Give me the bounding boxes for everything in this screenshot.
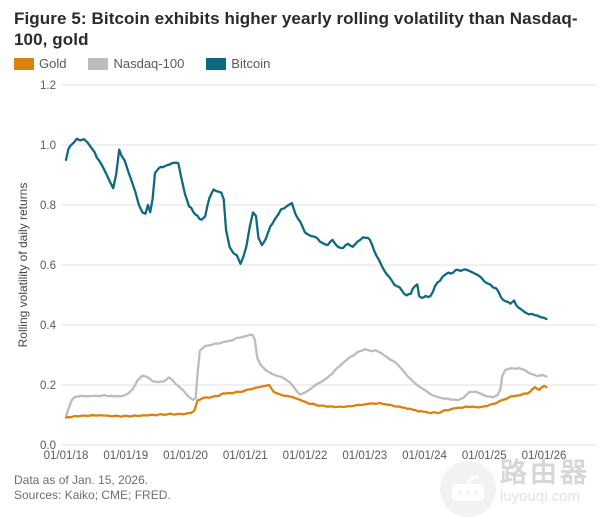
data-as-of-note: Data as of Jan. 15, 2026. — [14, 473, 149, 487]
router-icon — [452, 475, 484, 501]
bitcoin-swatch-icon — [206, 57, 227, 70]
series-line-gold — [64, 383, 548, 419]
x-tick-label: 01/01/21 — [223, 450, 268, 462]
y-axis-title: Rolling volatility of daily returns — [16, 183, 30, 348]
chart-legend: Gold Nasdaq-100 Bitcoin — [14, 56, 292, 71]
x-tick-label: 01/01/19 — [103, 450, 148, 462]
x-tick-label: 01/01/18 — [44, 450, 89, 462]
sources-note: Sources: Kaiko; CME; FRED. — [14, 488, 171, 502]
x-tick-label: 01/01/22 — [283, 450, 328, 462]
series-lines — [64, 137, 548, 419]
legend-item-nasdaq: Nasdaq-100 — [88, 56, 184, 71]
watermark: 路由器 luyouqi.com — [440, 447, 590, 517]
gold-swatch-icon — [14, 57, 34, 70]
router-logo-icon — [440, 461, 496, 517]
y-tick-label: 0.6 — [40, 260, 56, 272]
series-line-nasdaq-100 — [64, 333, 548, 418]
legend-label: Bitcoin — [231, 56, 271, 71]
legend-item-gold: Gold — [14, 56, 66, 71]
y-tick-label: 0.2 — [40, 380, 56, 392]
x-tick-label: 01/01/26 — [522, 450, 567, 462]
y-tick-label: 0.4 — [40, 320, 57, 332]
y-tick-label: 0.0 — [40, 440, 56, 452]
chart-footnote: Data as of Jan. 15, 2026. Sources: Kaiko… — [14, 473, 171, 503]
legend-label: Nasdaq-100 — [113, 56, 185, 71]
x-tick-label: 01/01/25 — [462, 450, 507, 462]
x-tick-labels: 01/01/18 01/01/19 01/01/20 01/01/21 01/01/22… — [44, 450, 567, 462]
legend-label: Gold — [39, 56, 67, 71]
watermark-domain: luyouqi.com — [500, 488, 581, 505]
figure-title: Figure 5: Bitcoin exhibits higher yearly… — [14, 9, 578, 49]
x-tick-label: 01/01/20 — [163, 450, 208, 462]
y-tick-label: 1.2 — [40, 80, 56, 92]
x-tick-label: 01/01/24 — [402, 450, 447, 462]
y-tick-label: 1.0 — [40, 140, 56, 152]
y-tick-label: 0.8 — [40, 200, 56, 212]
legend-item-bitcoin: Bitcoin — [206, 56, 270, 71]
series-line-bitcoin — [64, 137, 548, 321]
gridlines — [62, 84, 597, 446]
nasdaq-swatch-icon — [88, 57, 109, 70]
watermark-brand: 路由器 — [500, 458, 590, 488]
y-tick-labels: 0.0 0.2 0.4 0.6 0.8 1.0 1.2 — [40, 80, 57, 452]
x-tick-label: 01/01/23 — [342, 450, 387, 462]
